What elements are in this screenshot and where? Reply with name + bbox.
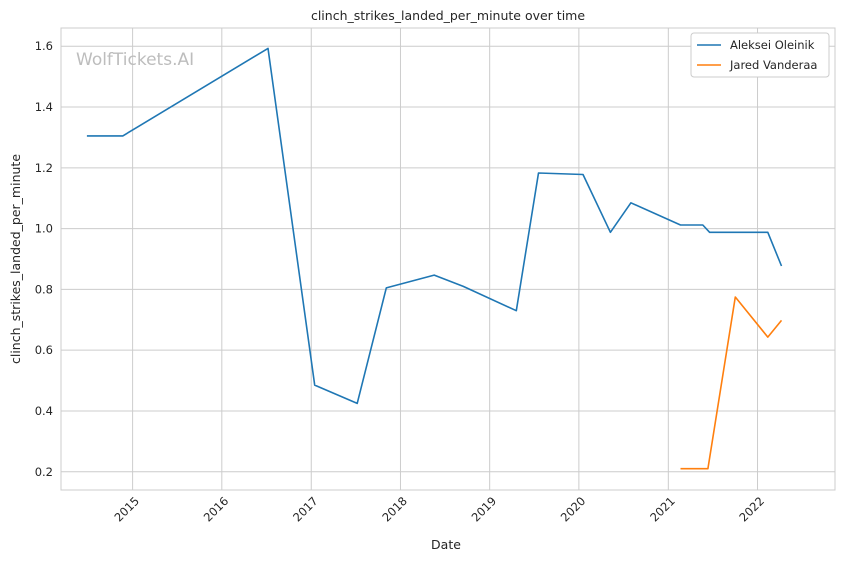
y-tick-label-1.4: 1.4 [35, 100, 53, 114]
series-lines [86, 47, 783, 470]
y-axis-label: clinch_strikes_landed_per_minute [8, 154, 23, 364]
x-tick-label-2020: 2020 [558, 494, 589, 525]
legend-box [690, 32, 830, 78]
y-tick-labels: 0.2 0.4 0.6 0.8 1.0 1.2 1.4 1.6 [35, 39, 53, 479]
series-line-aleksei-oleinik [86, 47, 783, 405]
plot-background [61, 28, 835, 490]
y-tick-label-0.4: 0.4 [35, 404, 53, 418]
x-gridlines [132, 28, 759, 490]
x-tick-label-2018: 2018 [379, 494, 410, 525]
y-tick-label-0.8: 0.8 [35, 282, 53, 296]
series-line-jared-vanderaa [680, 296, 783, 470]
y-tick-label-0.6: 0.6 [35, 343, 53, 357]
x-axis-label: Date [431, 537, 461, 552]
x-tick-labels: 2015 2016 2017 2018 2019 2020 2021 2022 [111, 494, 767, 525]
x-tick-label-2017: 2017 [290, 494, 321, 525]
x-tick-label-2022: 2022 [736, 494, 767, 525]
y-tick-label-0.2: 0.2 [35, 465, 53, 479]
x-tick-label-2015: 2015 [111, 494, 142, 525]
watermark: WolfTickets.AI [76, 50, 194, 70]
x-tick-label-2021: 2021 [647, 494, 678, 525]
legend: Aleksei Oleinik Jared Vanderaa [690, 32, 830, 78]
x-tick-label-2019: 2019 [469, 494, 500, 525]
y-tick-label-1.6: 1.6 [35, 39, 53, 53]
legend-label-jared-vanderaa: Jared Vanderaa [729, 58, 817, 72]
y-tick-label-1.2: 1.2 [35, 161, 53, 175]
chart-title: clinch_strikes_landed_per_minute over ti… [311, 8, 585, 23]
y-tick-label-1.0: 1.0 [35, 222, 53, 236]
legend-label-aleksei-oleinik: Aleksei Oleinik [730, 38, 815, 52]
x-tick-label-2016: 2016 [201, 494, 232, 525]
plot-frame [60, 27, 836, 491]
